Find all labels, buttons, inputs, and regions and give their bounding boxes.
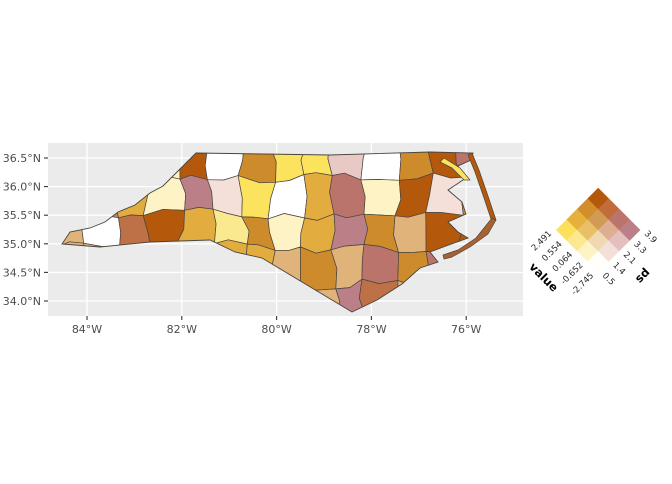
county-shape	[303, 172, 335, 221]
y-axis-tick-marks	[44, 157, 48, 302]
y-tick-label: 36.5°N	[3, 152, 41, 165]
state-outline	[61, 151, 474, 313]
x-tick-label: 76°W	[451, 323, 481, 336]
legend-sd-tick-label: 1.4	[610, 261, 627, 278]
outer-banks-strip	[442, 217, 497, 260]
y-tick-label: 36.0°N	[3, 181, 41, 194]
legend-sd-tick-label: 2.1	[621, 250, 638, 267]
legend-cell	[619, 219, 641, 241]
x-axis-tick-labels: 84°W 82°W 80°W 78°W 76°W	[72, 323, 482, 336]
y-tick-label: 34.5°N	[3, 266, 41, 279]
county-shape	[361, 244, 399, 284]
x-tick-label: 84°W	[72, 323, 102, 336]
legend-sd-axis-title: sd	[632, 265, 653, 286]
x-tick-label: 82°W	[167, 323, 197, 336]
legend-sd-tick-label: 0.5	[600, 271, 617, 288]
x-axis-tick-marks	[86, 316, 467, 320]
legend-sd-tick-label: 3.9	[642, 229, 659, 246]
county-shape	[360, 179, 402, 217]
y-tick-label: 34.0°N	[3, 295, 41, 308]
outer-banks-strip	[439, 157, 471, 181]
outer-banks-islands	[439, 152, 497, 260]
x-tick-label: 78°W	[356, 323, 386, 336]
county-shape	[393, 212, 427, 253]
y-tick-label: 35.5°N	[3, 209, 41, 222]
legend-sd-tick-label: 3.3	[631, 240, 648, 257]
county-shape	[267, 213, 305, 251]
y-axis-tick-labels: 36.5°N 36.0°N 35.5°N 35.0°N 34.5°N 34.0°N	[3, 152, 41, 308]
y-tick-label: 35.0°N	[3, 238, 41, 251]
x-tick-label: 80°W	[261, 323, 291, 336]
county-shape	[300, 213, 336, 254]
county-shape	[300, 246, 338, 291]
county-shape	[329, 172, 366, 219]
